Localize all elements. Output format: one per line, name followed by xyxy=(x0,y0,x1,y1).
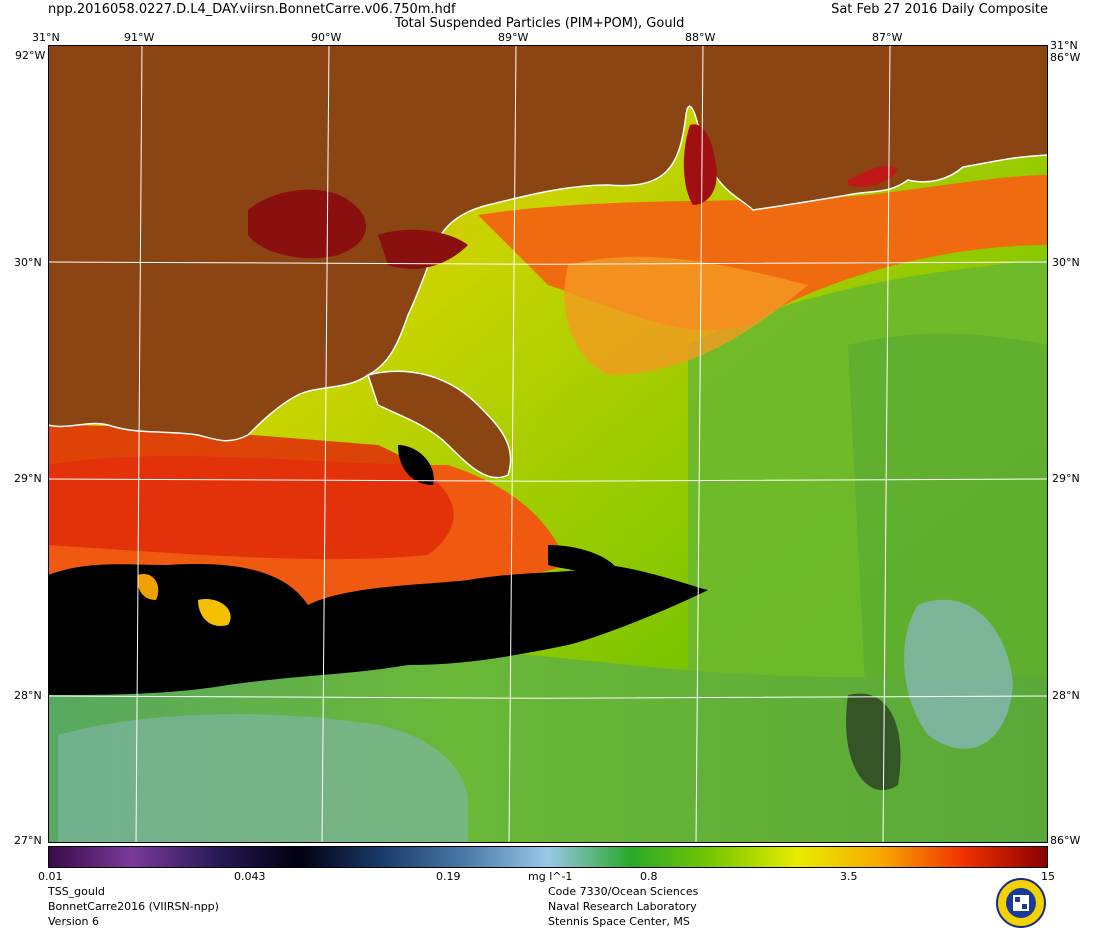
colorbar-tick: 0.043 xyxy=(234,870,266,883)
clear-patch xyxy=(198,599,231,626)
lat-label-top-left: 31°N xyxy=(32,31,60,44)
composite-date: Sat Feb 27 2016 Daily Composite xyxy=(831,2,1048,17)
lake-pontchartrain xyxy=(248,189,367,259)
colorbar-tick: 0.01 xyxy=(38,870,63,883)
lat-label-left: 30°N xyxy=(14,256,42,269)
lat-label-right: 28°N xyxy=(1052,689,1080,702)
lon-label-top: 91°W xyxy=(124,31,155,44)
colorbar-tick: 0.8 xyxy=(640,870,658,883)
land-mass xyxy=(48,45,1048,442)
no-data-cloud-band xyxy=(48,564,708,695)
footer-org-name: Naval Research Laboratory xyxy=(548,900,697,913)
no-data-delta-2 xyxy=(398,445,434,485)
turbid-plume-core xyxy=(48,425,454,560)
lon-label-top-left-corner: 92°W xyxy=(15,49,46,62)
lake-borgne xyxy=(378,229,468,269)
footer-org-location: Stennis Space Center, MS xyxy=(548,915,690,928)
clear-patch xyxy=(137,574,159,600)
pensacola-bay xyxy=(848,165,898,187)
plume-offshore xyxy=(564,256,808,375)
lon-label-bottom-right-corner: 86°W xyxy=(1050,834,1081,847)
colorbar-tick: 0.19 xyxy=(436,870,461,883)
clear-water-southwest xyxy=(58,714,468,843)
lat-label-top-right: 31°N xyxy=(1050,39,1078,52)
no-data-speckle-east xyxy=(846,693,901,791)
lon-label-top: 88°W xyxy=(685,31,716,44)
lat-label-right: 29°N xyxy=(1052,472,1080,485)
lat-label-left: 29°N xyxy=(14,472,42,485)
footer-dataset: BonnetCarre2016 (VIIRSN-npp) xyxy=(48,900,219,913)
colorbar-units: mg l^-1 xyxy=(528,870,573,883)
lat-label-bottom-left: 27°N xyxy=(14,834,42,847)
lon-label-top: 89°W xyxy=(498,31,529,44)
map-frame xyxy=(48,45,1048,843)
footer-product: TSS_gould xyxy=(48,885,105,898)
clear-water-southeast xyxy=(904,599,1013,749)
file-name: npp.2016058.0227.D.L4_DAY.viirsn.BonnetC… xyxy=(48,2,456,17)
lon-label-top-right-corner: 86°W xyxy=(1050,51,1081,64)
map-title: Total Suspended Particles (PIM+POM), Gou… xyxy=(395,16,685,31)
mobile-bay xyxy=(683,124,717,205)
lat-label-right: 30°N xyxy=(1052,256,1080,269)
footer-org-code: Code 7330/Ocean Sciences xyxy=(548,885,699,898)
nrl-seal-logo xyxy=(996,878,1046,928)
lon-label-top: 87°W xyxy=(872,31,903,44)
lon-label-top: 90°W xyxy=(311,31,342,44)
colorbar-tick: 3.5 xyxy=(840,870,858,883)
footer-version: Version 6 xyxy=(48,915,99,928)
colorbar xyxy=(48,846,1048,868)
mississippi-delta xyxy=(367,370,512,479)
no-data-patch xyxy=(548,545,618,573)
lat-label-left: 28°N xyxy=(14,689,42,702)
satellite-map xyxy=(48,45,1048,843)
colorbar-tick: 15 xyxy=(1041,870,1055,883)
